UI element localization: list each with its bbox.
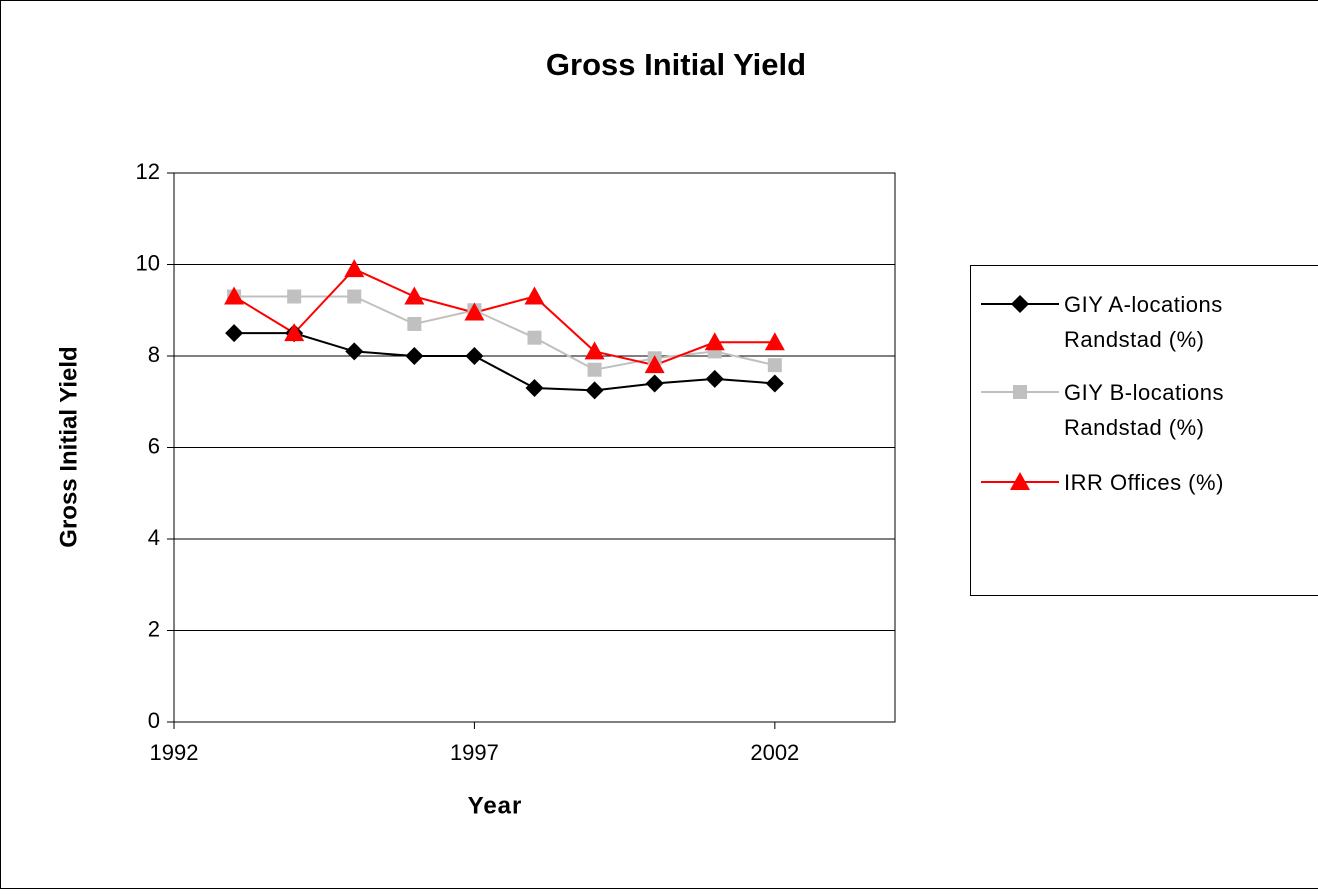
marker xyxy=(465,347,483,365)
legend-label: IRR Offices (%) xyxy=(1064,465,1274,500)
series-line xyxy=(234,269,775,365)
y-tick-label: 12 xyxy=(136,159,160,184)
marker xyxy=(525,287,545,305)
marker xyxy=(588,363,602,377)
marker xyxy=(526,379,544,397)
legend-entry: GIY B-locations Randstad (%) xyxy=(971,375,1318,455)
y-tick-label: 10 xyxy=(136,250,160,275)
marker xyxy=(404,287,424,305)
legend-entry: GIY A-locations Randstad (%) xyxy=(971,287,1318,367)
legend: GIY A-locations Randstad (%) GIY B-locati… xyxy=(970,265,1318,596)
y-tick-label: 0 xyxy=(148,708,160,733)
marker xyxy=(225,324,243,342)
legend-symbol xyxy=(971,465,1066,505)
y-axis-label: Gross Initial Yield xyxy=(55,346,82,547)
marker xyxy=(405,347,423,365)
marker xyxy=(407,317,421,331)
x-tick-label: 2002 xyxy=(750,740,799,765)
x-axis-label: Year xyxy=(468,792,523,819)
y-tick-label: 8 xyxy=(148,342,160,367)
series-line xyxy=(234,297,775,370)
legend-symbol xyxy=(971,375,1066,415)
legend-label: GIY A-locations Randstad (%) xyxy=(1064,287,1274,357)
chart-title: Gross Initial Yield xyxy=(546,47,806,82)
marker xyxy=(344,259,364,277)
marker xyxy=(1013,385,1027,399)
series-line xyxy=(234,333,775,390)
y-tick-label: 6 xyxy=(148,433,160,458)
legend-entry: IRR Offices (%) xyxy=(971,465,1318,545)
marker xyxy=(345,342,363,360)
y-tick-label: 4 xyxy=(148,525,160,550)
y-tick-label: 2 xyxy=(148,616,160,641)
marker xyxy=(1011,295,1029,313)
x-tick-label: 1997 xyxy=(450,740,499,765)
marker xyxy=(768,358,782,372)
marker xyxy=(766,374,784,392)
marker xyxy=(347,290,361,304)
marker xyxy=(646,374,664,392)
marker xyxy=(706,370,724,388)
marker xyxy=(586,381,604,399)
marker xyxy=(528,331,542,345)
legend-label: GIY B-locations Randstad (%) xyxy=(1064,375,1274,445)
marker xyxy=(287,290,301,304)
x-tick-label: 1992 xyxy=(150,740,199,765)
legend-symbol xyxy=(971,287,1066,327)
